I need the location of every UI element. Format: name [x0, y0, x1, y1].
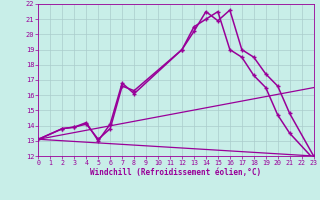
X-axis label: Windchill (Refroidissement éolien,°C): Windchill (Refroidissement éolien,°C)	[91, 168, 261, 177]
